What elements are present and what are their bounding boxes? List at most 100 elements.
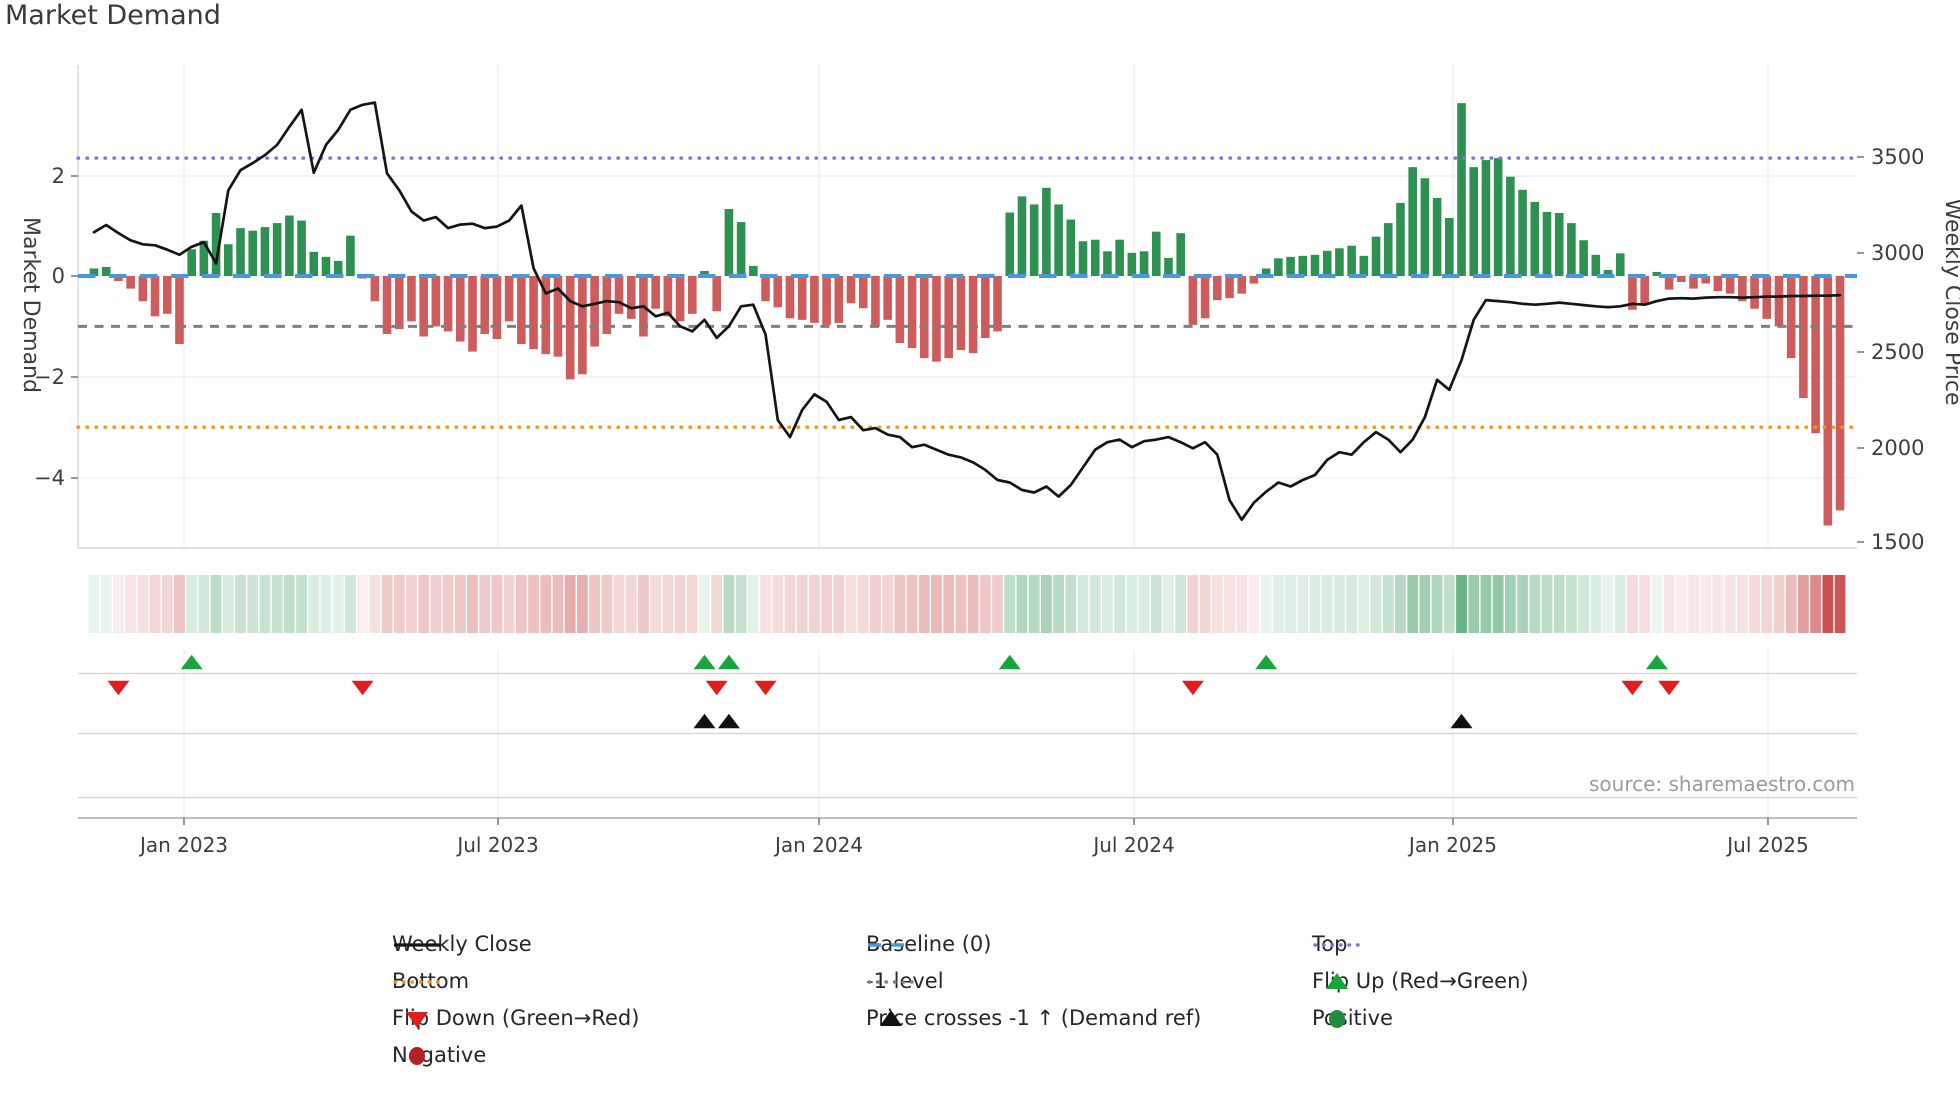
legend-label: Negative: [392, 1043, 487, 1067]
demand-bar: [370, 276, 380, 302]
heatmap-cell: [1297, 575, 1309, 633]
heatmap-cell: [1639, 575, 1651, 633]
heatmap-cell: [1566, 575, 1577, 633]
price-cross-marker: [693, 713, 716, 729]
demand-bar: [1786, 276, 1796, 359]
heatmap-cell: [247, 575, 259, 633]
legend-label: Price crosses -1 ↑ (Demand ref): [866, 1006, 1202, 1030]
demand-bar: [333, 260, 343, 276]
demand-bar: [761, 276, 770, 302]
heatmap-cell: [955, 575, 967, 633]
heatmap-cell: [100, 575, 112, 633]
heatmap-cell: [1773, 575, 1785, 633]
demand-bar: [150, 276, 160, 317]
demand-bar: [1408, 167, 1417, 276]
heatmap-cell: [931, 575, 942, 633]
heatmap-cell: [1761, 575, 1773, 633]
heatmap-cell: [1517, 575, 1528, 633]
heatmap-cell: [1480, 575, 1492, 633]
legend-item: Weekly Close: [392, 932, 532, 956]
tri_up-legend-icon: [1326, 973, 1348, 989]
heatmap-cell: [1724, 575, 1736, 633]
demand-bar: [700, 270, 709, 276]
demand-bars: [89, 103, 1845, 526]
heatmap-cell: [1334, 575, 1345, 633]
demand-bar: [944, 276, 953, 359]
flip-up-marker: [1255, 654, 1278, 670]
heatmap-cell: [1700, 575, 1712, 633]
demand-bar: [724, 208, 734, 276]
heatmap-cell: [1065, 575, 1077, 633]
plot-spines: [77, 65, 1857, 549]
heatmap-cell: [210, 575, 222, 633]
heatmap-cell: [174, 575, 185, 633]
demand-bar: [785, 276, 795, 319]
line-legend-icon: [394, 943, 440, 947]
demand-bar: [1188, 276, 1198, 325]
demand-bar: [834, 276, 844, 323]
demand-bar: [1640, 276, 1649, 305]
demand-bar: [138, 276, 148, 302]
demand-bar: [1347, 245, 1356, 276]
demand-bar: [1481, 160, 1491, 276]
demand-bar: [871, 276, 880, 327]
heatmap-cell: [943, 575, 955, 633]
flip-down-marker: [754, 680, 777, 696]
gridlines: [78, 65, 1857, 818]
heatmap-cell: [870, 575, 881, 633]
demand-bar: [614, 276, 624, 314]
heatmap-cell: [735, 575, 747, 633]
left-tick-label: −4: [34, 466, 65, 490]
x-tick-label: Jan 2024: [773, 833, 863, 857]
x-tick-label: Jan 2023: [138, 833, 228, 857]
heatmap-cell: [528, 575, 539, 633]
demand-bar: [663, 276, 673, 317]
demand-bar: [578, 276, 587, 375]
heatmap-cell: [467, 575, 478, 633]
heatmap-cell: [1199, 575, 1211, 633]
legend-item: Flip Down (Green→Red): [392, 1006, 639, 1030]
legend-label: Positive: [1312, 1006, 1393, 1030]
heatmap-cell: [796, 575, 808, 633]
heatmap-cell: [711, 575, 723, 633]
heatmap-cell: [271, 575, 283, 633]
heatmap-cell: [418, 575, 430, 633]
demand-bar: [968, 276, 978, 354]
heatmap-cell: [259, 575, 271, 633]
demand-bar: [810, 276, 819, 323]
demand-bar: [651, 276, 660, 309]
legend-item: Flip Up (Red→Green): [1312, 969, 1529, 993]
legend-item: Negative: [392, 1043, 486, 1067]
heatmap-cell: [235, 575, 246, 633]
demand-bar: [1774, 276, 1784, 327]
heatmap-cell: [1150, 575, 1162, 633]
x-tick-label: Jul 2023: [455, 833, 538, 857]
demand-bar: [236, 228, 245, 276]
demand-bar: [504, 276, 514, 322]
legend-label: Flip Down (Green→Red): [392, 1006, 640, 1030]
demand-bar: [175, 276, 184, 345]
heatmap-cell: [1211, 575, 1223, 633]
heatmap-cell: [1688, 575, 1699, 633]
demand-bar: [736, 222, 746, 276]
heatmap-cell: [1468, 575, 1480, 633]
right-tick-label: 3000: [1871, 241, 1924, 265]
demand-bar: [1383, 223, 1393, 276]
heatmap-cell: [894, 575, 906, 633]
heatmap-cell: [625, 575, 637, 633]
demand-bar: [272, 223, 282, 276]
heatmap-cell: [1175, 575, 1187, 633]
demand-bar: [89, 268, 99, 276]
right-tick-label: 3500: [1871, 145, 1924, 169]
demand-bar: [1420, 178, 1430, 276]
heatmap-cell: [1285, 575, 1296, 633]
heatmap-cell: [1663, 575, 1675, 633]
demand-bar: [1591, 254, 1601, 276]
demand-bar: [1567, 223, 1576, 276]
heatmap-cell: [125, 575, 137, 633]
heatmap-cell: [88, 575, 100, 633]
heatmap-cell: [979, 575, 991, 633]
heatmap-cell: [442, 575, 454, 633]
demand-bar: [1151, 231, 1161, 276]
demand-bar: [382, 276, 392, 334]
